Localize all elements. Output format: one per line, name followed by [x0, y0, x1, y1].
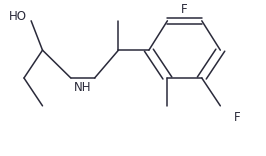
Text: HO: HO [9, 10, 27, 23]
Text: NH: NH [74, 81, 92, 94]
Text: F: F [234, 111, 241, 124]
Text: F: F [181, 3, 188, 16]
